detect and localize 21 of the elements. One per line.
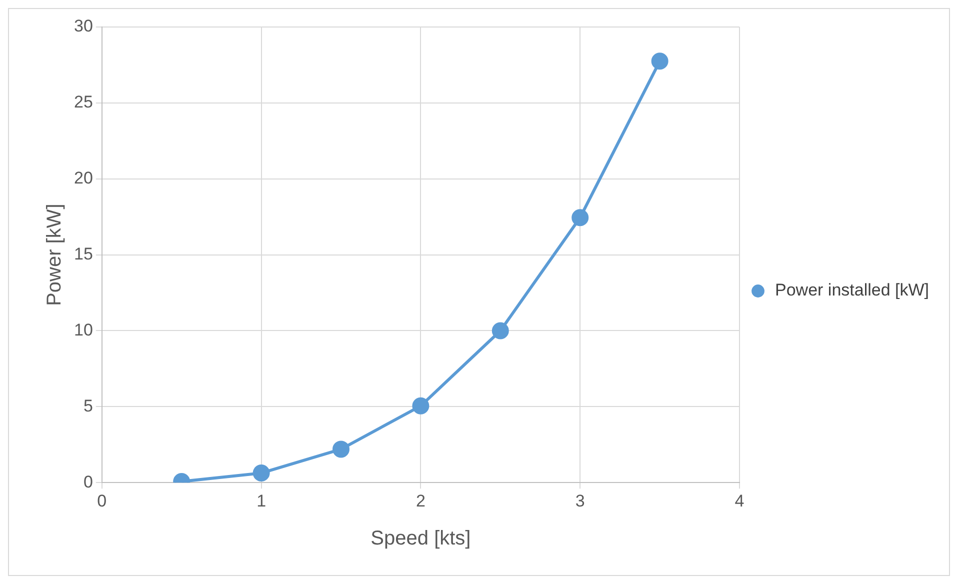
y-tick-label: 10: [74, 320, 93, 340]
x-axis-title: Speed [kts]: [370, 528, 471, 550]
y-tick-label: 0: [83, 472, 93, 492]
point: [332, 440, 350, 458]
y-tick-label: 20: [74, 168, 93, 188]
point: [252, 464, 270, 482]
x-tick-label: 2: [416, 491, 426, 510]
y-axis-title: Power [kW]: [44, 204, 66, 306]
y-tick-label: 25: [74, 92, 93, 112]
y-tick-label: 5: [83, 396, 93, 416]
y-tick-label: 30: [74, 16, 93, 36]
x-tick-label: 4: [734, 491, 744, 510]
point: [412, 397, 430, 414]
x-tick-label: 3: [575, 491, 585, 510]
x-tick-label: 1: [256, 491, 266, 510]
x-tick-label: 0: [97, 491, 107, 510]
point: [572, 209, 589, 226]
y-tick-label: 15: [74, 244, 93, 264]
point: [651, 52, 668, 70]
legend-label: Power installed [kW]: [775, 280, 930, 300]
point: [492, 322, 509, 340]
